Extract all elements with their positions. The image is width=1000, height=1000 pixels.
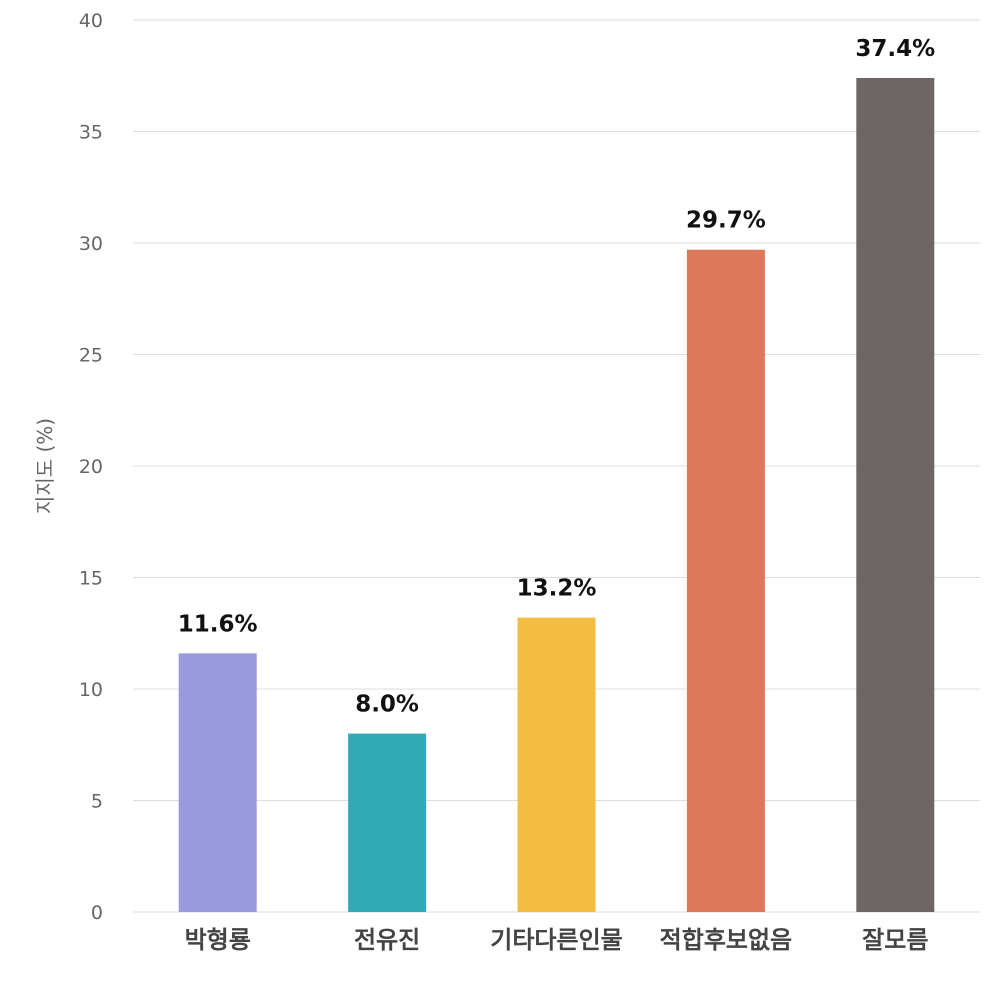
x-category-label: 잘모름 [862,926,928,954]
bar [348,733,427,912]
data-labels: 11.6% 8.0% 13.2% 29.7% 37.4% [178,36,935,718]
y-tick-label: 0 [91,902,103,924]
bar [686,249,765,912]
y-tick-label: 20 [79,456,103,478]
y-tick-label: 15 [79,568,103,590]
y-tick-label: 40 [79,10,103,32]
y-axis-ticks: 0 5 10 15 20 25 30 35 40 [79,10,103,924]
x-category-label: 기타다른인물 [490,926,622,954]
gridlines [133,19,980,913]
y-tick-label: 25 [79,345,103,367]
bar [178,653,257,912]
x-category-label: 적합후보없음 [660,926,792,954]
data-label: 11.6% [178,611,258,637]
bar [517,617,596,912]
x-axis-categories: 박형룡 전유진 기타다른인물 적합후보없음 잘모름 [185,926,929,954]
x-category-label: 박형룡 [185,926,251,954]
y-tick-label: 35 [79,122,103,144]
bars [178,77,935,913]
data-label: 8.0% [355,692,419,718]
data-label: 29.7% [686,208,766,234]
y-axis-title: 지지도 (%) [33,418,57,514]
data-label: 37.4% [855,36,935,62]
bar [856,77,935,913]
y-tick-label: 30 [79,233,103,255]
data-label: 13.2% [517,576,597,602]
x-category-label: 전유진 [354,926,420,954]
y-tick-label: 10 [79,679,103,701]
y-tick-label: 5 [91,791,103,813]
